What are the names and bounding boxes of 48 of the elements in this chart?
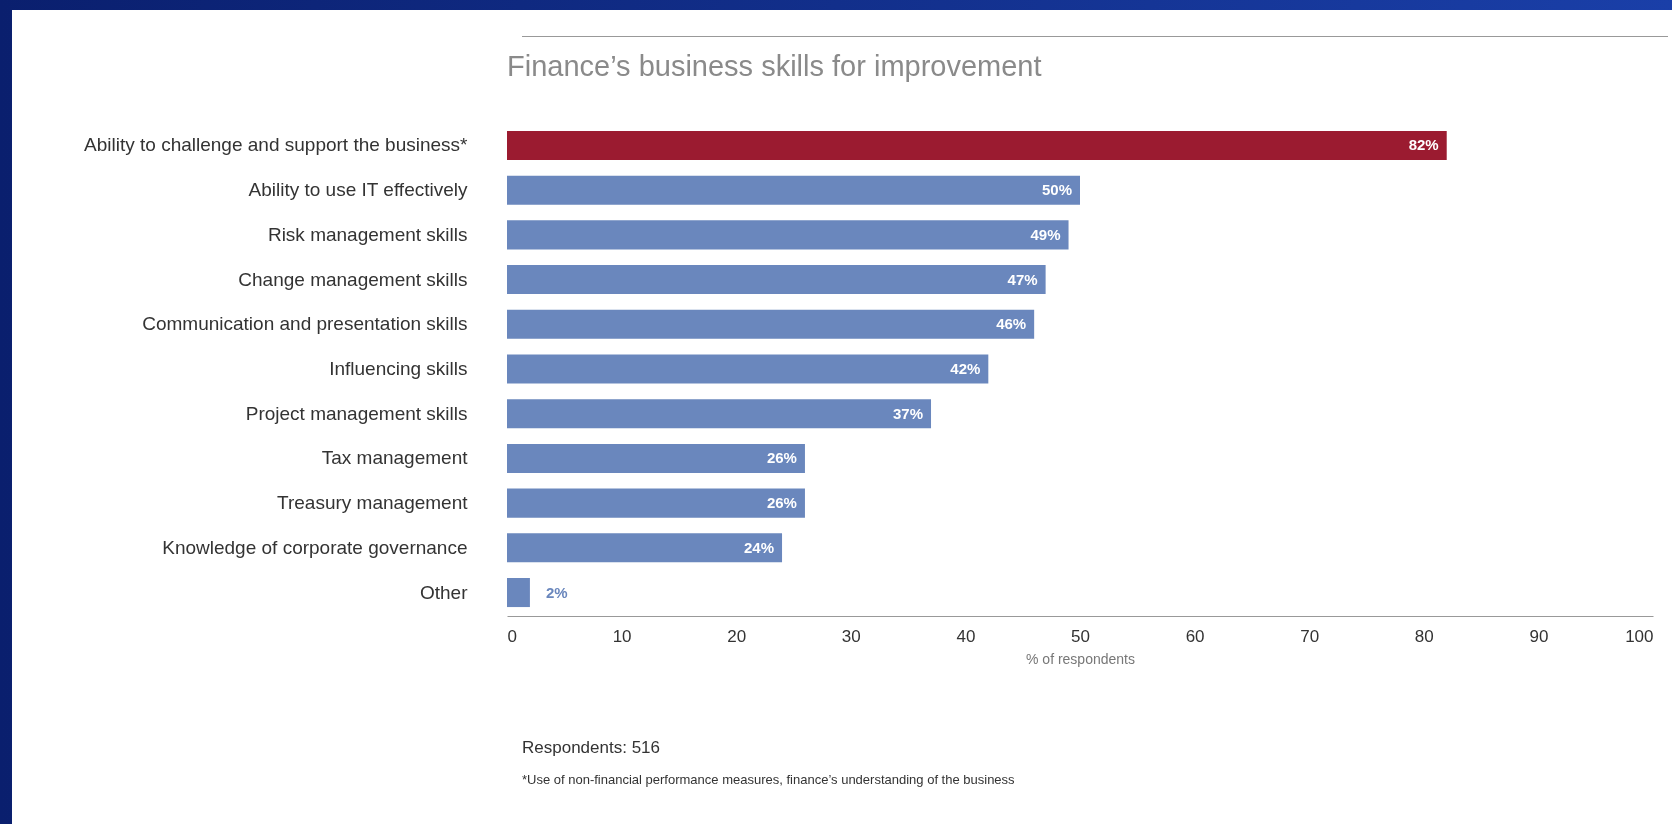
bar	[507, 265, 1046, 295]
data-label: 46%	[996, 315, 1027, 333]
y-tick-label: Change management skills	[238, 268, 468, 290]
x-tick-label: 20	[727, 626, 747, 646]
y-tick-label: Project management skills	[245, 402, 468, 424]
y-tick-label: Communication and presentation skills	[142, 313, 468, 335]
data-label: 47%	[1007, 270, 1038, 288]
data-label: 50%	[1041, 181, 1072, 199]
data-label: 82%	[1408, 136, 1439, 154]
data-label: 42%	[950, 360, 981, 377]
bar	[507, 354, 989, 384]
y-tick-label: Risk management skills	[267, 223, 468, 245]
text: *Use of non-financial performance measures, finance’s understanding of the business	[522, 772, 1015, 787]
data-label: 26%	[766, 494, 797, 512]
y-tick-label: Ability to challenge and support the business*	[84, 134, 469, 156]
bar	[507, 443, 805, 473]
y-tick-label: Ability to use IT effectively	[248, 179, 468, 201]
y-tick-label: Influencing skills	[329, 358, 468, 379]
data-label: 49%	[1030, 225, 1061, 243]
chart-title: Finance’s business skills for improvement	[507, 50, 1042, 82]
y-tick-label: Other	[419, 581, 469, 603]
x-tick-label: 0	[507, 626, 517, 646]
bar	[507, 533, 783, 563]
data-label: 2%	[545, 583, 568, 601]
bar	[507, 488, 805, 518]
bar	[507, 578, 530, 608]
x-tick-label: 90	[1529, 626, 1549, 646]
y-tick-label: Tax management	[321, 447, 469, 469]
x-tick-label: 50	[1071, 626, 1090, 646]
bar	[507, 175, 1080, 205]
text: Respondents: 516	[522, 738, 661, 758]
data-label: 26%	[766, 449, 797, 467]
x-tick-label: 80	[1414, 626, 1434, 646]
x-axis-title: % of respondents	[1026, 650, 1135, 667]
data-label: 37%	[892, 404, 924, 422]
data-label: 24%	[744, 538, 775, 556]
bar	[507, 130, 1447, 160]
bar	[507, 309, 1035, 339]
x-tick-label: 10	[612, 626, 632, 646]
bar	[507, 399, 932, 429]
x-tick-label: 100	[1625, 626, 1654, 646]
x-tick-label: 40	[956, 626, 976, 646]
x-tick-label: 70	[1300, 626, 1320, 646]
bar	[507, 220, 1069, 250]
x-tick-label: 60	[1185, 626, 1205, 646]
y-tick-label: Treasury management	[277, 492, 469, 514]
x-tick-label: 30	[841, 626, 861, 646]
y-tick-label: Knowledge of corporate governance	[162, 536, 468, 558]
